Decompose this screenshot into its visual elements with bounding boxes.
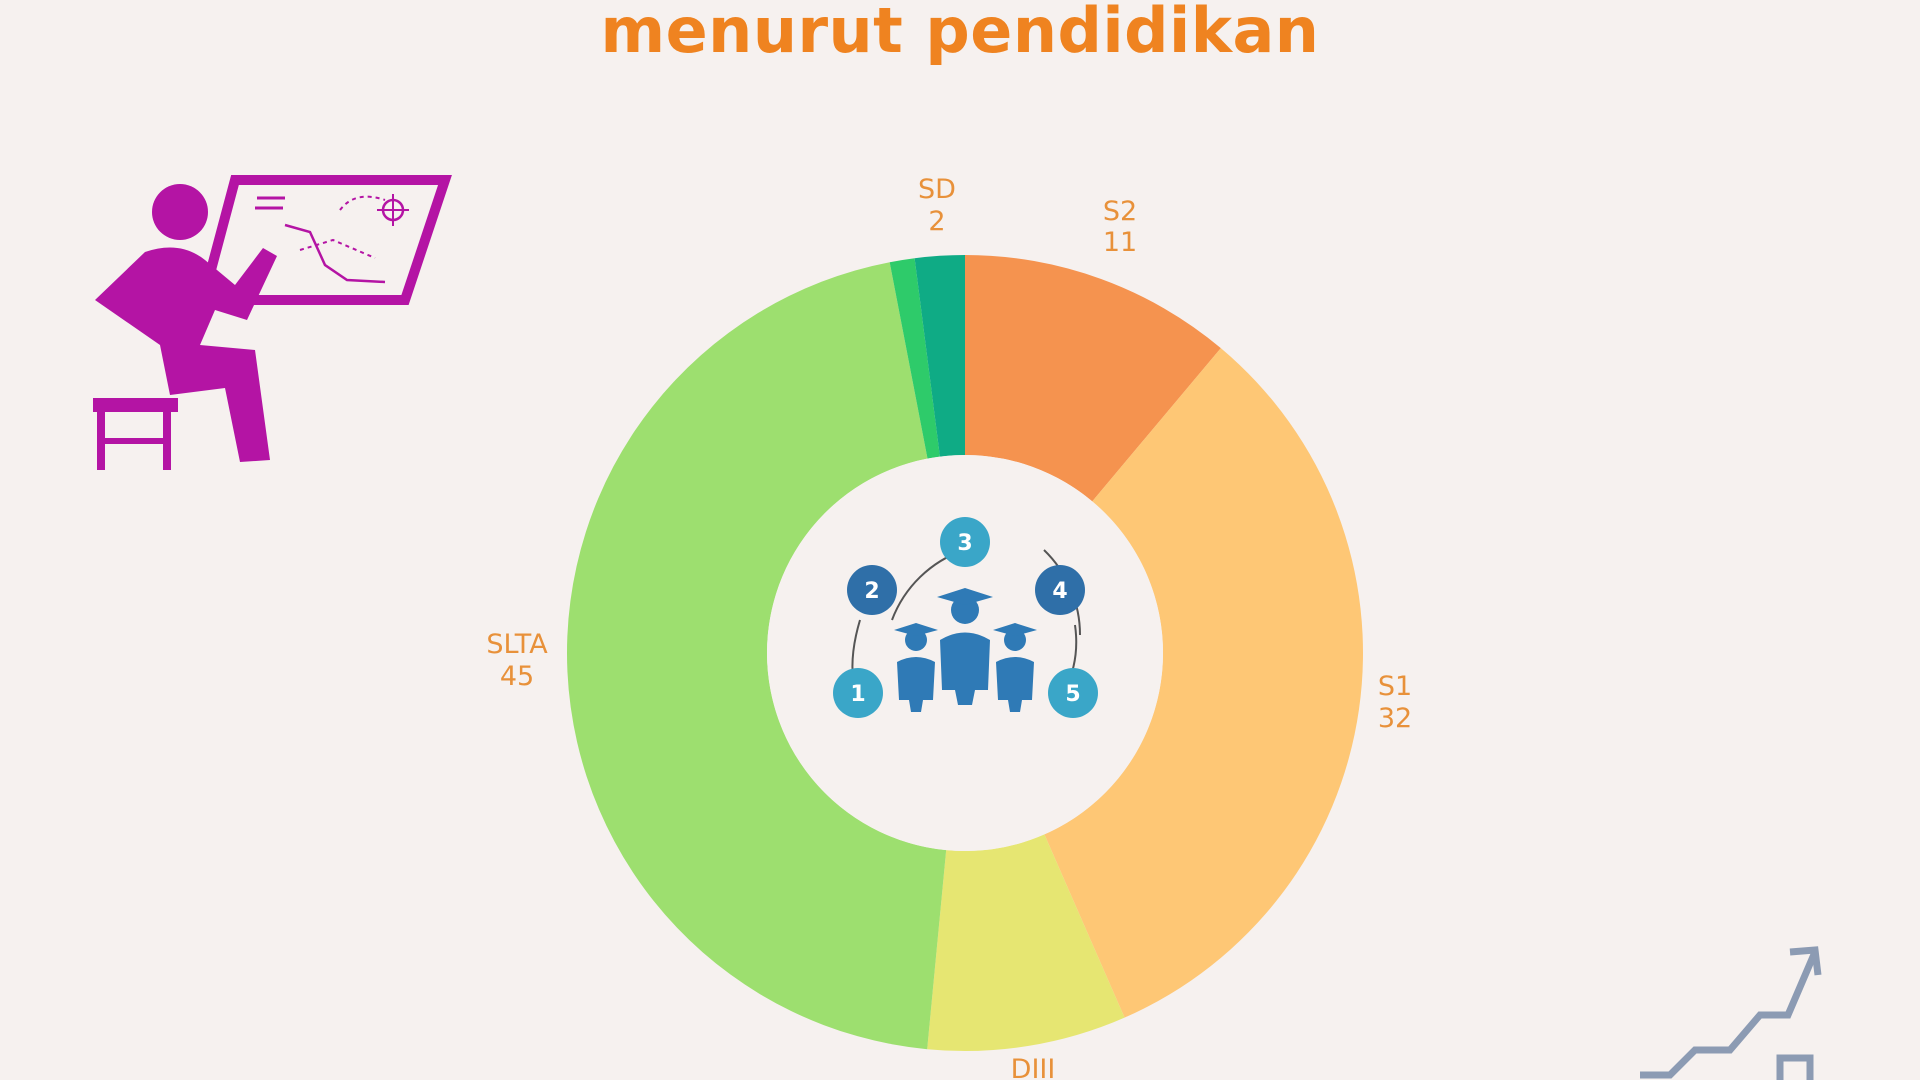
growth-chart-icon [1640,946,1822,1080]
graduates-icon [851,549,1082,712]
slice-slta [566,262,947,1050]
slice-label-s2: S2 [1103,196,1137,227]
slice-label-sd: SD [918,174,956,205]
slice-value-s2: 11 [1103,227,1137,258]
badge-1 [833,668,883,718]
slice-label-s1: S1 [1378,671,1412,702]
badge-2 [847,565,897,615]
slice-s2 [965,255,1221,502]
badge-label-5: 5 [1065,682,1080,707]
slice-sd [914,255,965,457]
slice-smp [889,258,940,459]
slice-diii [927,834,1125,1051]
person-drawing-map-icon [93,175,452,470]
slice-s1 [1044,348,1363,1018]
chart-title: menurut pendidikan [600,0,1320,67]
slice-label-slta: SLTA [486,629,548,660]
badge-3 [940,517,990,567]
slice-value-slta: 45 [500,661,534,692]
badge-label-4: 4 [1052,579,1067,604]
badge-label-3: 3 [957,531,972,556]
badge-4 [1035,565,1085,615]
slice-value-sd: 2 [928,206,945,237]
badge-label-2: 2 [864,579,879,604]
slice-label-diii: DIII [1011,1054,1056,1080]
badge-label-1: 1 [850,682,865,707]
slice-value-s1: 32 [1378,703,1412,734]
badge-5 [1048,668,1098,718]
